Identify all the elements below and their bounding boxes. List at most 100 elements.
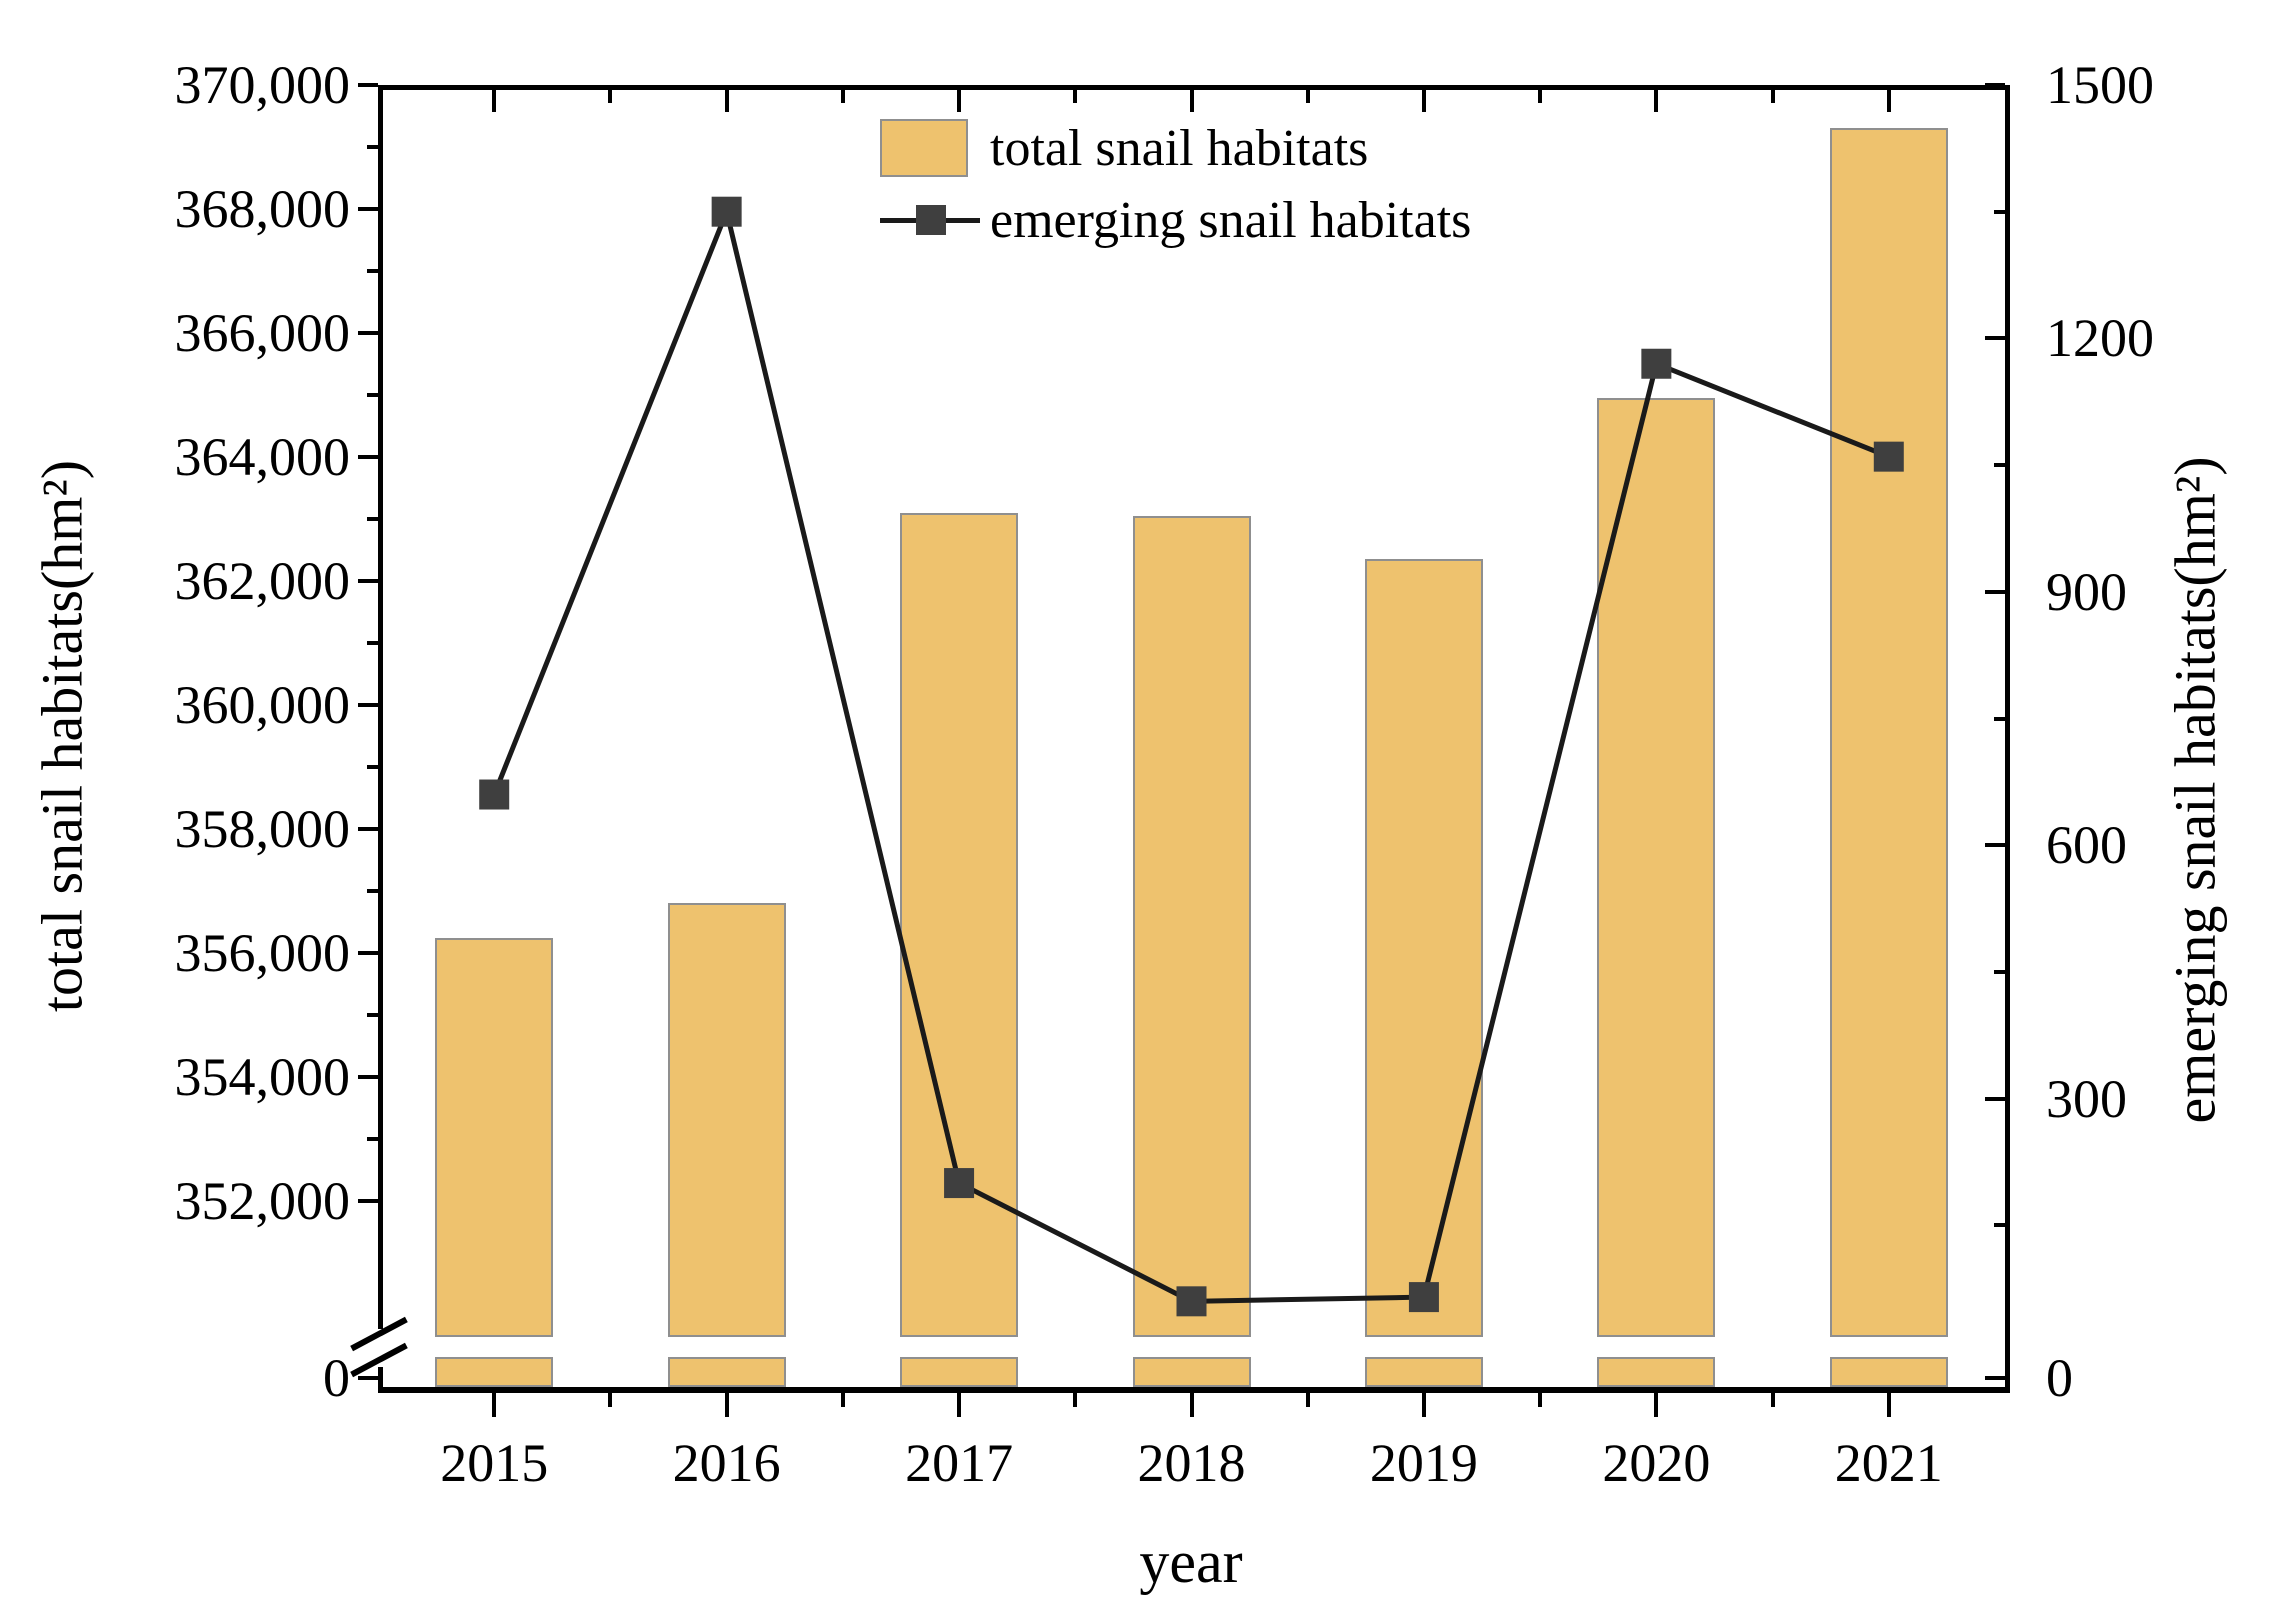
- x-tick-label-2020: 2020: [1602, 1433, 1711, 1493]
- legend-item-total: total snail habitats: [880, 112, 1471, 184]
- top-major-tick-2016: [724, 90, 729, 112]
- left-minor-tick-367000: [367, 269, 378, 273]
- marker-2016: [711, 196, 742, 227]
- bar-stub-2015: [435, 1357, 554, 1387]
- bottom-axis: [378, 1387, 2010, 1393]
- left-minor-tick-353000: [367, 1137, 378, 1141]
- top-major-tick-2021: [1886, 90, 1891, 112]
- top-major-tick-2018: [1189, 90, 1194, 112]
- bottom-minor-tick-5: [1538, 1393, 1543, 1407]
- right-minor-tick-1350: [1994, 209, 2005, 214]
- right-major-tick-300: [1985, 1096, 2005, 1101]
- x-axis-title: year: [1139, 1529, 1243, 1595]
- bar-stub-2019: [1364, 1357, 1483, 1387]
- bar-stub-2016: [667, 1357, 786, 1387]
- right-tick-label-1500: 1500: [2046, 55, 2154, 115]
- left-zero-label: 0: [323, 1348, 350, 1408]
- left-zero-tick: [358, 1376, 378, 1380]
- x-tick-label-2016: 2016: [672, 1433, 781, 1493]
- left-major-tick-360000: [358, 703, 378, 707]
- bar-2021: [1829, 128, 1948, 1337]
- left-minor-tick-363000: [367, 517, 378, 521]
- x-tick-label-2017: 2017: [905, 1433, 1014, 1493]
- x-tick-label-2021: 2021: [1834, 1433, 1943, 1493]
- legend-bar-swatch: [880, 119, 968, 177]
- marker-2015: [479, 779, 510, 810]
- left-tick-label-358000: 358,000: [174, 799, 351, 859]
- bottom-minor-tick-1: [608, 1393, 613, 1407]
- left-tick-label-366000: 366,000: [174, 303, 351, 363]
- right-spine: [2005, 85, 2010, 1393]
- left-major-tick-364000: [358, 455, 378, 459]
- right-zero-label: 0: [2046, 1348, 2073, 1408]
- left-major-tick-356000: [358, 951, 378, 955]
- x-tick-label-2018: 2018: [1137, 1433, 1246, 1493]
- left-minor-tick-361000: [367, 641, 378, 645]
- bar-stub-2021: [1829, 1357, 1948, 1387]
- left-minor-tick-357000: [367, 889, 378, 893]
- left-tick-label-356000: 356,000: [174, 923, 351, 983]
- bar-2015: [435, 937, 554, 1337]
- right-minor-tick-150: [1994, 1223, 2005, 1228]
- bottom-major-tick-2021: [1886, 1393, 1891, 1417]
- left-tick-label-352000: 352,000: [174, 1171, 351, 1231]
- right-major-tick-600: [1985, 843, 2005, 848]
- bar-2016: [667, 903, 786, 1337]
- left-spine-lower: [378, 1367, 383, 1393]
- right-tick-label-1200: 1200: [2046, 308, 2154, 369]
- top-minor-tick-6: [1770, 90, 1775, 103]
- right-major-tick-1500: [1985, 83, 2005, 87]
- top-frame: [378, 85, 2010, 90]
- left-major-tick-368000: [358, 207, 378, 211]
- top-minor-tick-1: [608, 90, 613, 103]
- top-minor-tick-5: [1538, 90, 1543, 103]
- bar-2019: [1364, 559, 1483, 1337]
- right-major-tick-1200: [1985, 336, 2005, 341]
- top-major-tick-2015: [492, 90, 497, 112]
- bar-stub-2017: [900, 1357, 1019, 1387]
- legend-label-total: total snail habitats: [990, 119, 1369, 177]
- right-major-tick-900: [1985, 589, 2005, 594]
- bottom-major-tick-2016: [724, 1393, 729, 1417]
- left-tick-label-354000: 354,000: [174, 1047, 351, 1107]
- bottom-minor-tick-2: [840, 1393, 845, 1407]
- bar-2018: [1132, 515, 1251, 1337]
- bottom-minor-tick-3: [1073, 1393, 1078, 1407]
- bar-stub-2018: [1132, 1357, 1251, 1387]
- top-minor-tick-3: [1073, 90, 1078, 103]
- left-major-tick-366000: [358, 331, 378, 335]
- bottom-minor-tick-6: [1770, 1393, 1775, 1407]
- left-minor-tick-355000: [367, 1013, 378, 1017]
- bottom-major-tick-2019: [1421, 1393, 1426, 1417]
- x-tick-label-2015: 2015: [440, 1433, 549, 1493]
- left-major-tick-362000: [358, 579, 378, 583]
- top-minor-tick-2: [840, 90, 845, 103]
- top-major-tick-2017: [957, 90, 962, 112]
- left-tick-label-360000: 360,000: [174, 675, 351, 735]
- left-tick-label-364000: 364,000: [174, 427, 351, 487]
- bottom-minor-tick-4: [1305, 1393, 1310, 1407]
- left-minor-tick-369000: [367, 145, 378, 149]
- left-tick-label-368000: 368,000: [174, 179, 351, 239]
- marker-2020: [1641, 348, 1672, 379]
- bottom-major-tick-2020: [1654, 1393, 1659, 1417]
- left-major-tick-352000: [358, 1199, 378, 1203]
- left-tick-label-362000: 362,000: [174, 551, 351, 611]
- right-tick-label-900: 900: [2046, 561, 2127, 622]
- right-tick-label-300: 300: [2046, 1068, 2127, 1129]
- right-minor-tick-750: [1994, 716, 2005, 721]
- left-minor-tick-365000: [367, 393, 378, 397]
- left-major-tick-354000: [358, 1075, 378, 1079]
- top-minor-tick-4: [1305, 90, 1310, 103]
- left-spine-upper: [378, 85, 383, 1329]
- left-tick-label-370000: 370,000: [174, 55, 351, 115]
- right-zero-tick: [1985, 1376, 2005, 1380]
- right-minor-tick-450: [1994, 969, 2005, 974]
- top-major-tick-2019: [1421, 90, 1426, 112]
- bar-stub-2020: [1597, 1357, 1716, 1387]
- top-major-tick-2020: [1654, 90, 1659, 112]
- right-minor-tick-1050: [1994, 463, 2005, 468]
- bottom-major-tick-2015: [492, 1393, 497, 1417]
